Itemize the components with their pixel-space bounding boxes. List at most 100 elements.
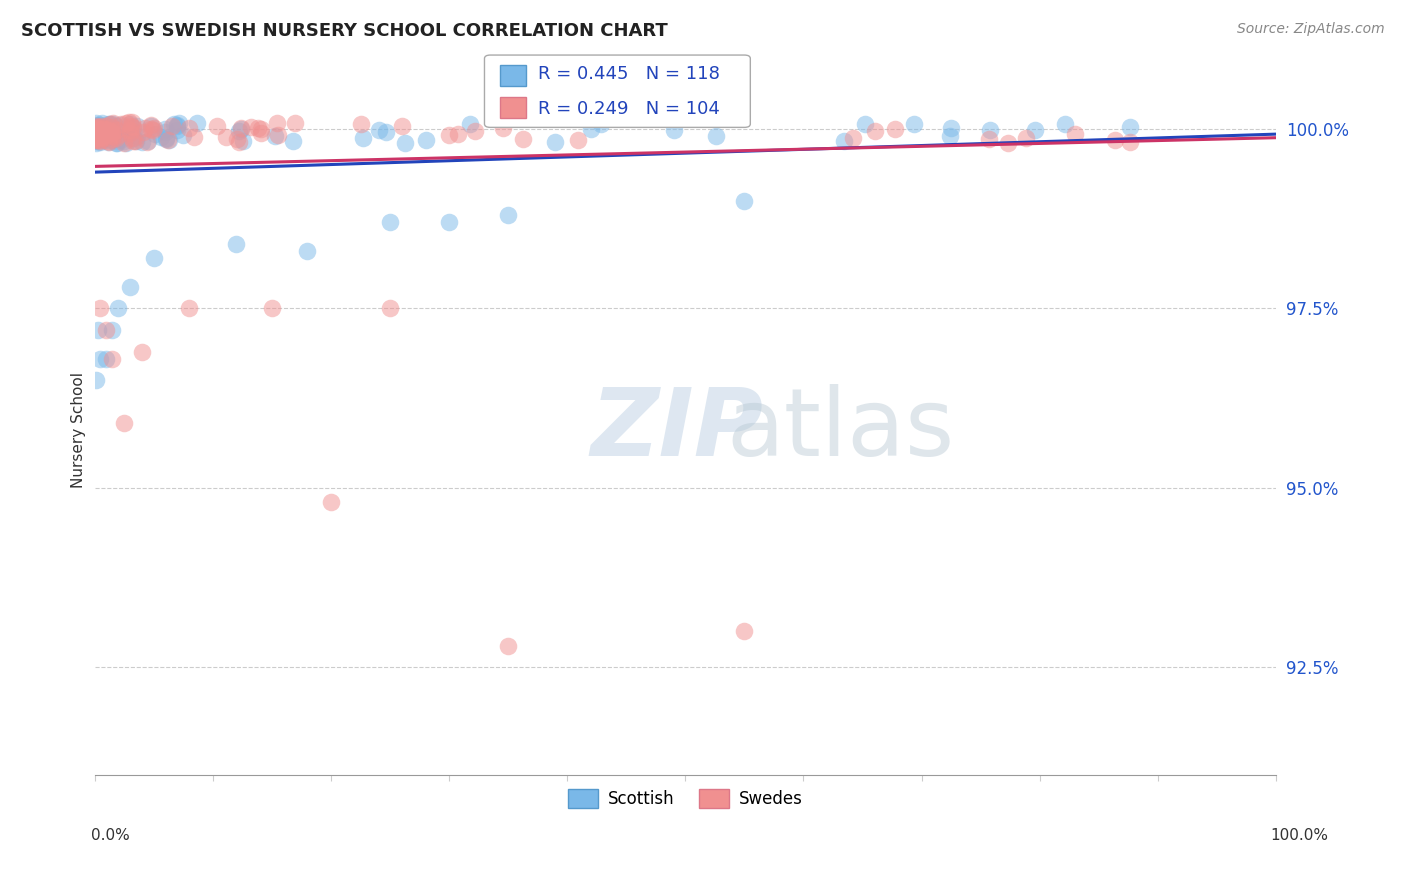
Point [84,136,107,151]
Point [229,121,252,136]
FancyBboxPatch shape [485,55,751,128]
Point [101,132,124,146]
Point [1104,133,1126,147]
Point [100,128,122,143]
Point [112,136,135,150]
Point [205,119,228,133]
Point [492,121,515,136]
Point [84,120,107,135]
FancyBboxPatch shape [501,65,526,86]
Point [142,252,165,266]
Point [544,135,567,149]
Point [86,119,108,133]
Point [84,116,107,130]
Point [86,132,108,146]
Point [733,194,755,208]
Point [86,130,108,145]
Point [177,301,200,316]
Text: Source: ZipAtlas.com: Source: ZipAtlas.com [1237,22,1385,37]
Point [87,121,110,136]
Point [281,135,304,149]
Text: 0.0%: 0.0% [91,828,131,843]
Point [94,124,117,138]
Point [228,135,250,149]
Point [121,115,143,129]
Point [84,120,107,134]
Point [86,120,108,135]
Point [228,124,250,138]
Point [1064,127,1087,141]
Point [97,134,120,148]
Legend: Scottish, Swedes: Scottish, Swedes [561,782,810,814]
Point [231,121,253,136]
Point [664,122,686,136]
Text: 100.0%: 100.0% [1271,828,1329,843]
Point [89,125,111,139]
Point [105,131,128,145]
Point [263,129,285,144]
Point [91,120,114,135]
Point [367,122,389,136]
Point [84,129,107,144]
Point [89,125,111,139]
Point [579,122,602,136]
Point [153,126,176,140]
Point [86,128,108,143]
Point [84,121,107,136]
Point [284,116,307,130]
Point [225,131,247,145]
Point [84,133,107,147]
Point [239,120,262,134]
Point [89,301,111,316]
Point [101,323,124,337]
Point [93,129,115,144]
Point [155,122,177,136]
Point [125,129,148,144]
Point [98,116,121,130]
Point [143,120,166,135]
Point [160,119,183,133]
Point [105,119,128,133]
Point [124,134,146,148]
Point [267,128,290,142]
Point [97,122,120,136]
Point [437,215,460,229]
Point [704,129,727,144]
Point [163,117,186,131]
Point [447,127,470,141]
Point [733,624,755,639]
Point [142,123,165,137]
Point [105,136,128,150]
Point [91,130,114,145]
Point [458,117,481,131]
Point [394,136,416,151]
Point [1053,117,1076,131]
Point [139,122,162,136]
Point [183,129,205,144]
Point [96,323,118,337]
Point [97,126,120,140]
Point [100,127,122,141]
Text: SCOTTISH VS SWEDISH NURSERY SCHOOL CORRELATION CHART: SCOTTISH VS SWEDISH NURSERY SCHOOL CORRE… [21,22,668,40]
Point [131,344,153,359]
Point [96,351,118,366]
Point [979,123,1001,137]
Point [378,215,401,229]
Point [415,133,437,147]
Point [391,119,413,133]
Point [118,122,141,136]
Point [89,125,111,139]
Point [114,116,136,130]
Point [120,119,142,133]
Y-axis label: Nursery School: Nursery School [72,373,86,489]
Point [84,130,107,145]
Point [107,301,129,316]
Point [101,116,124,130]
Point [84,131,107,145]
Point [297,244,319,258]
Point [246,121,269,136]
Point [186,115,208,129]
Point [101,351,124,366]
Point [89,118,111,132]
Point [464,124,486,138]
